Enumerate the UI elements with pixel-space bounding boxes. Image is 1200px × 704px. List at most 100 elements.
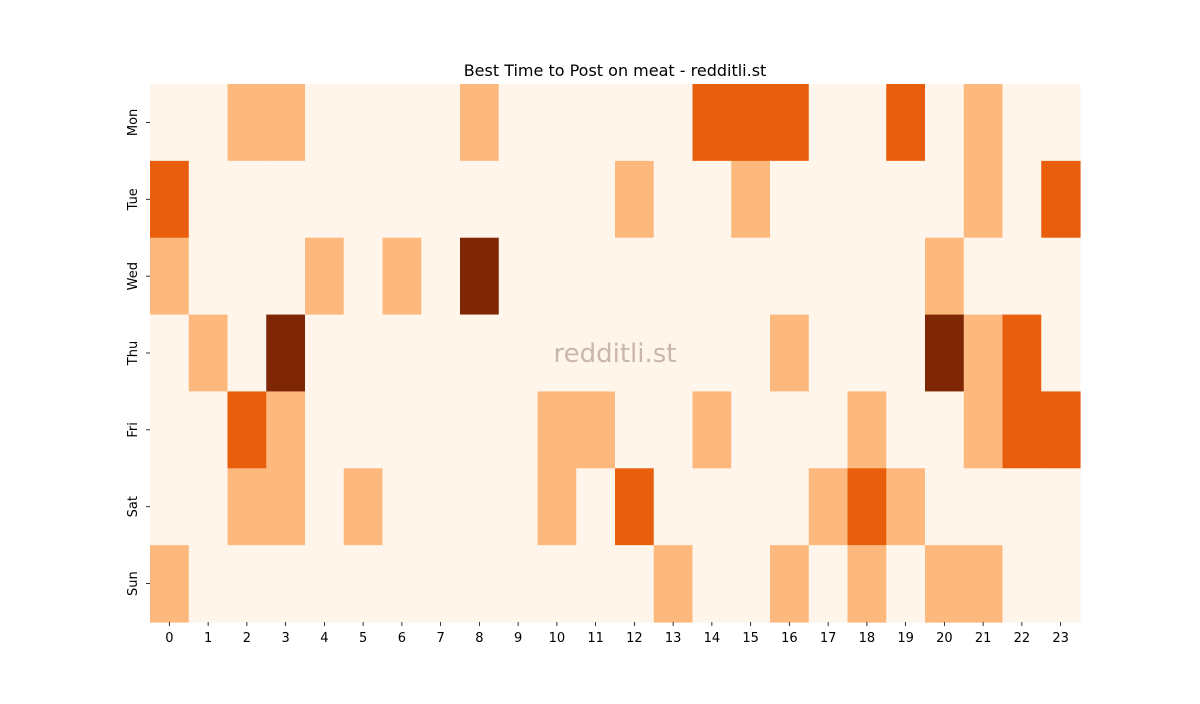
heatmap-cell-sun-0 [150, 545, 190, 623]
heatmap-cell-fri-19 [886, 391, 926, 469]
heatmap-cell-sat-21 [963, 468, 1004, 546]
watermark: redditli.st [554, 339, 677, 369]
heatmap-cell-thu-3 [266, 314, 306, 393]
heatmap-cell-wed-22 [1002, 237, 1042, 316]
heatmap-cell-sat-9 [498, 468, 539, 546]
heatmap-cell-thu-21 [963, 314, 1004, 393]
x-tick-label: 1 [204, 631, 212, 646]
heatmap-cell-mon-15 [731, 84, 771, 162]
heatmap-cell-thu-2 [227, 314, 267, 393]
heatmap-cell-tue-3 [266, 160, 306, 239]
heatmap-cell-fri-16 [770, 391, 810, 469]
heatmap-cell-mon-21 [963, 84, 1004, 162]
heatmap-cell-mon-1 [188, 84, 229, 162]
heatmap-cell-sun-23 [1041, 545, 1081, 623]
heatmap-cell-wed-13 [653, 237, 694, 316]
heatmap-cell-mon-9 [498, 84, 539, 162]
heatmap-cell-sat-23 [1041, 468, 1081, 546]
x-tick-label: 9 [514, 631, 522, 646]
x-tick-label: 22 [1014, 631, 1031, 646]
heatmap-cell-mon-22 [1002, 84, 1042, 162]
heatmap-cell-sun-13 [653, 545, 694, 623]
heatmap-cell-tue-23 [1041, 160, 1081, 239]
heatmap-cell-thu-13 [653, 314, 694, 393]
heatmap-cell-tue-10 [537, 160, 577, 239]
heatmap-cell-wed-18 [847, 237, 887, 316]
heatmap-cell-tue-15 [731, 160, 771, 239]
heatmap-cell-sun-1 [188, 545, 229, 623]
heatmap-cell-sun-4 [305, 545, 345, 623]
heatmap-cell-sat-8 [460, 468, 500, 546]
heatmap-cell-tue-19 [886, 160, 926, 239]
x-tick-label: 0 [165, 631, 173, 646]
x-tick-label: 21 [975, 631, 992, 646]
heatmap-cell-wed-3 [266, 237, 306, 316]
heatmap-cell-sat-3 [266, 468, 306, 546]
heatmap-cell-wed-16 [770, 237, 810, 316]
heatmap-cell-tue-11 [576, 160, 616, 239]
heatmap-cell-fri-10 [537, 391, 577, 469]
heatmap-cell-mon-13 [653, 84, 694, 162]
heatmap-cell-thu-6 [382, 314, 422, 393]
heatmap-cell-sun-3 [266, 545, 306, 623]
heatmap-cell-sun-14 [692, 545, 732, 623]
heatmap-cell-wed-23 [1041, 237, 1081, 316]
heatmap-cells [150, 84, 1081, 623]
heatmap-cell-thu-5 [343, 314, 384, 393]
heatmap-cell-mon-14 [692, 84, 732, 162]
heatmap-cell-wed-8 [460, 237, 500, 316]
heatmap-cell-sat-11 [576, 468, 616, 546]
heatmap-cell-wed-12 [615, 237, 655, 316]
heatmap-cell-thu-9 [498, 314, 539, 393]
heatmap-cell-sun-18 [847, 545, 887, 623]
heatmap-cell-fri-7 [421, 391, 461, 469]
heatmap-cell-sat-0 [150, 468, 190, 546]
heatmap-cell-wed-5 [343, 237, 384, 316]
heatmap-cell-thu-0 [150, 314, 190, 393]
heatmap-cell-tue-14 [692, 160, 732, 239]
heatmap-cell-wed-2 [227, 237, 267, 316]
heatmap-cell-sat-19 [886, 468, 926, 546]
heatmap-cell-thu-4 [305, 314, 345, 393]
heatmap-cell-fri-11 [576, 391, 616, 469]
heatmap-cell-sun-6 [382, 545, 422, 623]
y-axis: Mon Tue Wed Thu Fri Sat Sun [126, 109, 150, 596]
heatmap-cell-tue-7 [421, 160, 461, 239]
heatmap-cell-sun-20 [925, 545, 965, 623]
x-axis: 0 1 2 3 4 5 6 7 8 9 10 11 12 13 14 15 16 17 18 19 20 21 22 23 [165, 622, 1069, 646]
heatmap-cell-thu-17 [808, 314, 849, 393]
x-tick-label: 10 [549, 631, 566, 646]
heatmap-cell-thu-12 [615, 314, 655, 393]
heatmap-cell-sat-6 [382, 468, 422, 546]
heatmap-cell-wed-0 [150, 237, 190, 316]
heatmap-cell-mon-17 [808, 84, 849, 162]
heatmap-cell-thu-18 [847, 314, 887, 393]
heatmap-cell-tue-21 [963, 160, 1004, 239]
y-tick-label-fri: Fri [126, 422, 141, 438]
heatmap-cell-thu-23 [1041, 314, 1081, 393]
heatmap-cell-mon-7 [421, 84, 461, 162]
heatmap-cell-sat-7 [421, 468, 461, 546]
heatmap-cell-wed-10 [537, 237, 577, 316]
heatmap-cell-fri-13 [653, 391, 694, 469]
heatmap-cell-fri-20 [925, 391, 965, 469]
heatmap-cell-thu-8 [460, 314, 500, 393]
heatmap-cell-thu-10 [537, 314, 577, 393]
heatmap-cell-tue-17 [808, 160, 849, 239]
heatmap-cell-thu-1 [188, 314, 229, 393]
heatmap-cell-mon-20 [925, 84, 965, 162]
heatmap-cell-sat-16 [770, 468, 810, 546]
heatmap-cell-tue-16 [770, 160, 810, 239]
x-tick-label: 19 [897, 631, 914, 646]
heatmap-cell-fri-5 [343, 391, 384, 469]
x-tick-label: 7 [436, 631, 444, 646]
heatmap-cell-sun-11 [576, 545, 616, 623]
y-tick-label-sat: Sat [126, 496, 141, 517]
heatmap-cell-sat-14 [692, 468, 732, 546]
heatmap-cell-thu-16 [770, 314, 810, 393]
y-tick-label-sun: Sun [126, 571, 141, 596]
heatmap-cell-wed-14 [692, 237, 732, 316]
heatmap-cell-mon-5 [343, 84, 384, 162]
heatmap-cell-sun-2 [227, 545, 267, 623]
x-tick-label: 18 [859, 631, 876, 646]
